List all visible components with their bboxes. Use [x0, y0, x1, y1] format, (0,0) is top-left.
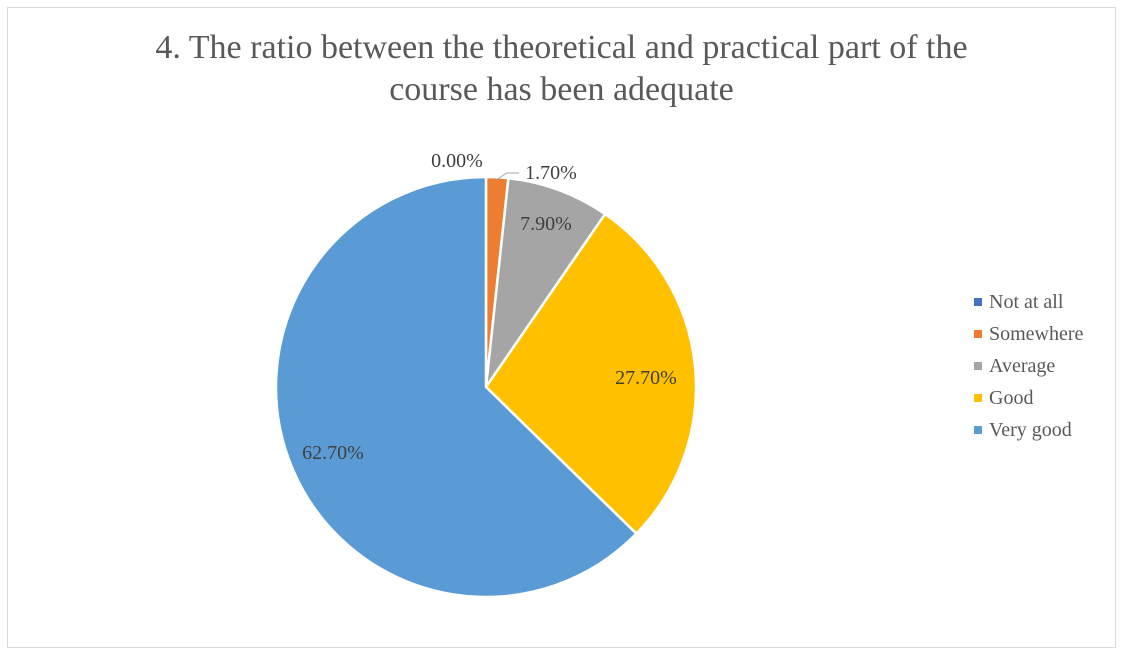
legend: Not at all Somewhere Average Good Very good: [974, 286, 1083, 446]
legend-label: Not at all: [989, 290, 1064, 313]
data-label-average: 7.90%: [520, 213, 572, 235]
legend-item-somewhere: Somewhere: [974, 318, 1083, 350]
legend-item-not-at-all: Not at all: [974, 286, 1083, 318]
legend-swatch: [974, 426, 982, 434]
legend-swatch: [974, 362, 982, 370]
pie-slice-very-good: [274, 175, 638, 599]
legend-swatch: [974, 330, 982, 338]
legend-item-average: Average: [974, 350, 1083, 382]
legend-label: Good: [989, 386, 1034, 409]
chart-title-line-1: 4. The ratio between the theoretical and…: [155, 29, 968, 66]
chart-title: 4. The ratio between the theoretical and…: [0, 27, 1123, 111]
legend-label: Average: [989, 354, 1056, 377]
pie-slice-average: [484, 176, 607, 389]
pie-slice-good: [484, 212, 698, 535]
legend-item-very-good: Very good: [974, 414, 1083, 446]
leader-line-somewhere: [495, 172, 519, 181]
data-label-good: 27.70%: [615, 367, 677, 389]
legend-label: Very good: [989, 418, 1072, 441]
legend-swatch: [974, 298, 982, 306]
legend-swatch: [974, 394, 982, 402]
chart-title-line-2: course has been adequate: [389, 71, 734, 108]
data-label-very-good: 62.70%: [302, 442, 364, 464]
data-label-not-at-all: 0.00%: [431, 150, 483, 172]
data-label-somewhere: 1.70%: [525, 162, 577, 184]
legend-label: Somewhere: [989, 322, 1084, 345]
legend-item-good: Good: [974, 382, 1083, 414]
